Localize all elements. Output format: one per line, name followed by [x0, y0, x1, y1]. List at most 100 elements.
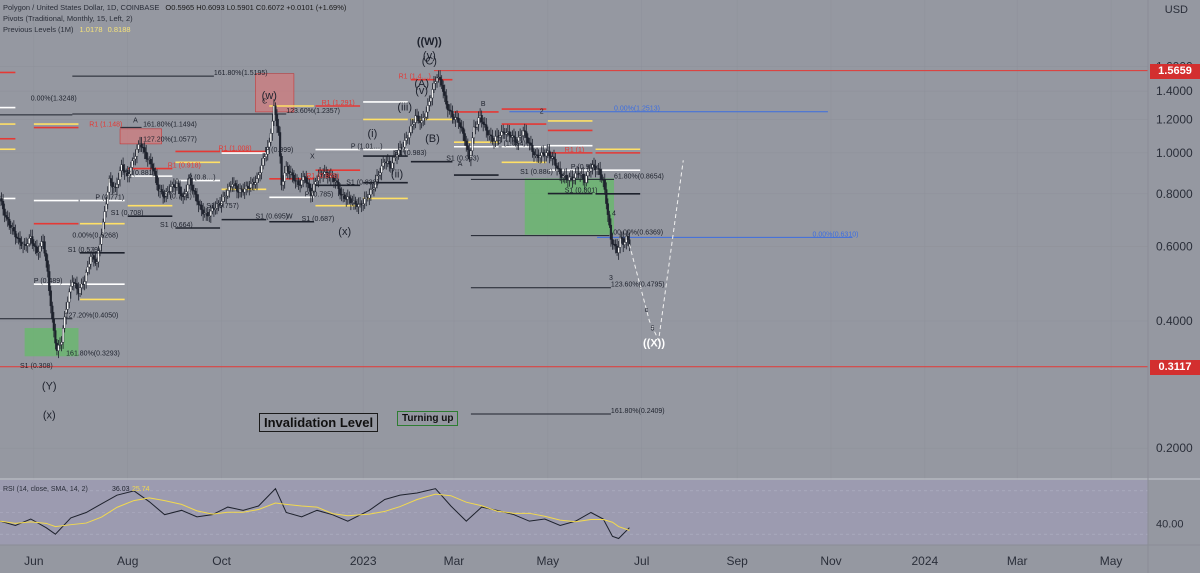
candle-body [308, 183, 311, 189]
candle-body [208, 215, 211, 217]
wave-label: (A) [414, 78, 429, 90]
candle-body [349, 198, 352, 204]
level-label: R1 (1.008) [219, 145, 252, 152]
candle-body [426, 105, 429, 113]
level-label: S1 (0.308) [20, 363, 53, 370]
level-label: P (0.91) [571, 164, 596, 171]
candle-body [155, 175, 159, 185]
candle-body [178, 186, 182, 194]
candle-body [474, 126, 477, 128]
candle-body [440, 79, 443, 86]
candle-body [117, 179, 120, 185]
grid-layer [0, 0, 1148, 545]
candle-body [40, 241, 43, 247]
wave-label: (v) [415, 85, 428, 97]
candle-body [5, 215, 8, 218]
candle-body [260, 165, 263, 173]
candle-body [466, 145, 469, 150]
rsi-layer: RSI (14, close, SMA, 14, 2) 36.03 25.74 [0, 478, 1200, 545]
candle-body [442, 85, 445, 92]
level-label: 161.80%(0.3293) [66, 351, 120, 358]
candle-body [577, 173, 580, 175]
candle-body [98, 244, 102, 252]
candle-body [263, 156, 266, 159]
ohlc-values: O0.5965 H0.6093 L0.5901 C0.6072 +0.0101 … [165, 3, 347, 12]
wave-label: A [133, 118, 138, 125]
candle-body [286, 166, 289, 172]
rsi-sma-value: 25.74 [132, 486, 150, 493]
candle-body [115, 184, 119, 188]
turning-up-label: Turning up [397, 411, 459, 426]
candle-body [394, 156, 397, 158]
candle-body [277, 125, 280, 133]
candle-body [108, 178, 111, 193]
candle-body [292, 174, 296, 181]
candle-body [425, 111, 428, 118]
wave-label: 4 [612, 211, 616, 218]
candle-body [357, 204, 360, 207]
rsi-indicator-label: RSI (14, close, SMA, 14, 2) [3, 486, 88, 493]
level-label: P (0.774) [163, 193, 192, 200]
candle-body [85, 272, 88, 282]
candle-body [482, 121, 485, 125]
candle-body [469, 150, 472, 159]
candle-body [585, 175, 588, 183]
candle-body [397, 149, 400, 156]
level-label: P (0.881) [126, 170, 155, 177]
candle-body [480, 115, 483, 123]
currency-label: USD [1164, 4, 1188, 16]
candle-body [180, 193, 183, 197]
previous-levels-indicator[interactable]: Previous Levels (1M) 1.0178 0.8188 [3, 25, 131, 34]
candle-body [134, 156, 137, 160]
candle-body [195, 194, 199, 202]
candle-body [283, 172, 286, 182]
candle-body [375, 175, 379, 182]
candle-body [335, 180, 339, 183]
candle-body [280, 156, 283, 186]
candle-body [311, 190, 314, 196]
candle-body [606, 203, 609, 215]
wave-label: (x) [43, 410, 56, 422]
candle-body [422, 117, 425, 122]
candle-body [57, 344, 60, 351]
candle-body [12, 227, 15, 232]
candle-body [492, 140, 496, 142]
candle-body [31, 236, 34, 244]
candle-body [392, 157, 396, 164]
candle-body [391, 162, 394, 169]
x-tick-label: Oct [212, 554, 231, 568]
candle-body [8, 219, 11, 226]
projection-path [628, 160, 684, 343]
candle-body [231, 184, 234, 187]
candle-body [225, 195, 228, 198]
candle-body [305, 177, 308, 183]
y-tick-label: 1.0000 [1156, 146, 1193, 160]
level-label: 127.20%(0.4050) [65, 313, 119, 320]
x-tick-label: Mar [444, 554, 465, 568]
y-tick-label: 0.8000 [1156, 187, 1193, 201]
candle-body [459, 122, 462, 127]
price-tag-high: 1.5659 [1150, 63, 1200, 79]
symbol-label: Polygon / United States Dollar, 1D, COIN… [3, 3, 160, 12]
candle-body [368, 194, 371, 199]
wave-label: (w) [262, 90, 277, 102]
candle-body [72, 282, 75, 284]
candle-body [411, 124, 414, 127]
candle-body [69, 286, 72, 293]
candle-body [269, 133, 272, 143]
level-label: 100.00%(0.6369) [609, 230, 663, 237]
candle-body [0, 198, 3, 202]
x-tick-label: Mar [1007, 554, 1028, 568]
pivots-indicator-label[interactable]: Pivots (Traditional, Monthly, 15, Left, … [3, 14, 133, 23]
wave-label: (ii) [391, 168, 403, 180]
candle-body [168, 191, 171, 193]
candle-body [574, 173, 577, 179]
wave-label: (i) [368, 128, 378, 140]
level-label: S1 (0.838) [346, 179, 379, 186]
price-tag-low: 0.3117 [1150, 359, 1200, 375]
candle-body [589, 167, 593, 172]
candle-body [611, 239, 614, 245]
candle-body [257, 174, 260, 179]
candle-body [248, 187, 251, 189]
level-label: S1 (0.579) [68, 247, 101, 254]
